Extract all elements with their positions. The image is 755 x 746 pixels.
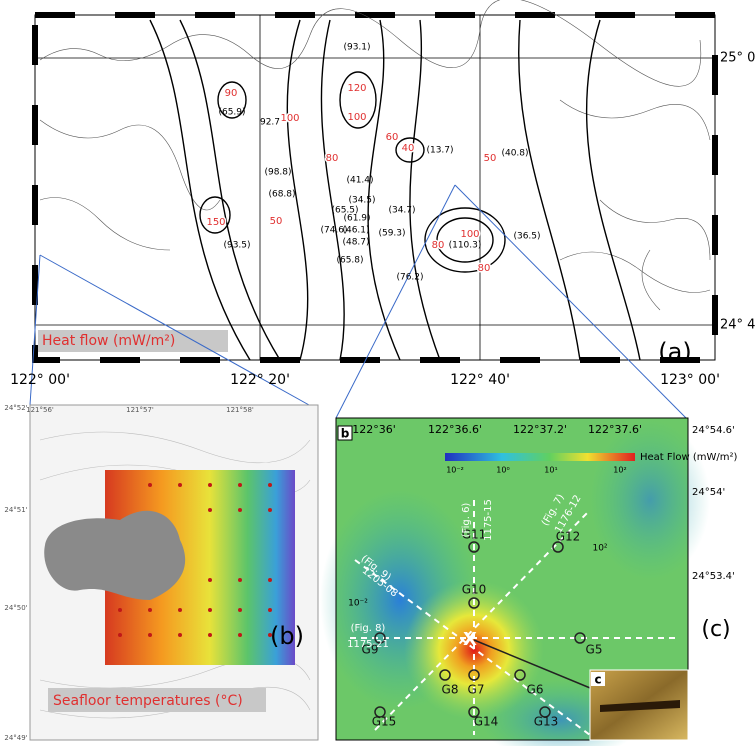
- station-value: (98.8): [264, 168, 291, 178]
- station-label: G15: [372, 715, 397, 729]
- station-label: G10: [462, 583, 487, 597]
- station-value: (34.7): [388, 206, 415, 216]
- profile-label: (Fig. 8): [351, 623, 386, 634]
- panel-label: (c): [701, 617, 730, 642]
- mound: [44, 511, 185, 600]
- contour-label: 80: [432, 240, 445, 251]
- station-value: (13.7): [426, 146, 453, 156]
- lon-label: 122°37.6': [588, 423, 642, 436]
- lat-label: 24°49': [4, 734, 27, 742]
- lat-label: 24°52': [4, 404, 27, 412]
- station-label: G6: [527, 683, 544, 697]
- station-value: (40.8): [501, 149, 528, 159]
- contour-label: 80: [478, 263, 491, 274]
- contour-label: 50: [484, 153, 497, 164]
- contour-label: 60: [386, 132, 399, 143]
- lon-label: 122° 00': [10, 372, 70, 388]
- legend-title: Heat Flow (mW/m²): [640, 452, 738, 463]
- station-value: (46.1): [342, 226, 369, 236]
- lon-label: 121°58': [226, 406, 254, 414]
- caption: Seafloor temperatures (°C): [53, 693, 243, 709]
- station-value: (36.5): [513, 232, 540, 242]
- station-value: (34.5): [348, 196, 375, 206]
- station-value: (65.9): [218, 108, 245, 118]
- lon-label: 122° 20': [230, 372, 290, 388]
- contour-label: 10²: [592, 544, 607, 554]
- colorbar: [445, 453, 635, 461]
- contour-label: 90: [225, 88, 238, 99]
- profile-label: (Fig. 6): [461, 503, 472, 538]
- panel-a: [35, 0, 715, 360]
- panel-label: (a): [658, 338, 691, 366]
- lon-label: 122°36.6': [428, 423, 482, 436]
- figure: (a) Heat flow (mW/m²) 25° 00' 24° 40' 122° 0…: [0, 0, 755, 746]
- lat-label: 24°51': [4, 506, 27, 514]
- panel-label: (b): [270, 622, 304, 650]
- lat-label: 24° 40': [720, 318, 755, 333]
- station-value: (48.7): [342, 238, 369, 248]
- contour-label: 40: [402, 143, 415, 154]
- station-value: (61.9): [343, 214, 370, 224]
- caption: Heat flow (mW/m²): [42, 333, 175, 349]
- lon-label: 122°36': [352, 423, 396, 436]
- lat-label: 24°53.4': [692, 571, 735, 582]
- colorbar-tick: 10⁻²: [446, 466, 464, 475]
- lat-label: 24°54': [692, 487, 725, 498]
- lon-label: 121°56': [26, 406, 54, 414]
- station-label: G14: [474, 715, 499, 729]
- vent-mark: X: [463, 629, 477, 650]
- lon-label: 123° 00': [660, 372, 720, 388]
- colorbar-tick: 10⁰: [496, 466, 509, 475]
- map-frame: [35, 15, 715, 360]
- station-value: (65.8): [336, 256, 363, 266]
- panel-b: [30, 405, 318, 740]
- station-label: G7: [468, 683, 485, 697]
- station-label: G8: [442, 683, 459, 697]
- colorbar-tick: 10²: [613, 466, 626, 475]
- profile-label: 1175-15: [483, 499, 494, 541]
- lon-label: 122°37.2': [513, 423, 567, 436]
- inset-label: b: [341, 427, 350, 441]
- contour-label: 100: [460, 229, 479, 240]
- lon-label: 122° 40': [450, 372, 510, 388]
- station-label: G5: [586, 643, 603, 657]
- colorbar-tick: 10¹: [544, 466, 557, 475]
- low-zone: [590, 420, 710, 580]
- station-value: (76.2): [396, 273, 423, 283]
- station-value: (41.4): [346, 176, 373, 186]
- lon-label: 121°57': [126, 406, 154, 414]
- station-value: (93.5): [223, 241, 250, 251]
- station-value: (93.1): [343, 43, 370, 53]
- station-value: (110.3): [449, 241, 482, 251]
- station-value: 92.7: [260, 118, 280, 128]
- contour-label: 80: [326, 153, 339, 164]
- station-value: (59.3): [378, 229, 405, 239]
- station-value: (68.8): [268, 190, 295, 200]
- contour-label: 10⁻²: [348, 599, 368, 609]
- contour-label: 100: [280, 113, 299, 124]
- lat-label: 24°54.6': [692, 425, 735, 436]
- lat-label: 24°50': [4, 604, 27, 612]
- profile-label: 1175-21: [347, 639, 389, 650]
- contour-label: 120: [347, 83, 366, 94]
- contour-label: 100: [347, 112, 366, 123]
- contour-label: 50: [270, 216, 283, 227]
- station-label: G13: [534, 715, 559, 729]
- lat-label: 25° 00': [720, 51, 755, 66]
- contour-label: 150: [206, 217, 225, 228]
- inset-label: c: [594, 673, 601, 687]
